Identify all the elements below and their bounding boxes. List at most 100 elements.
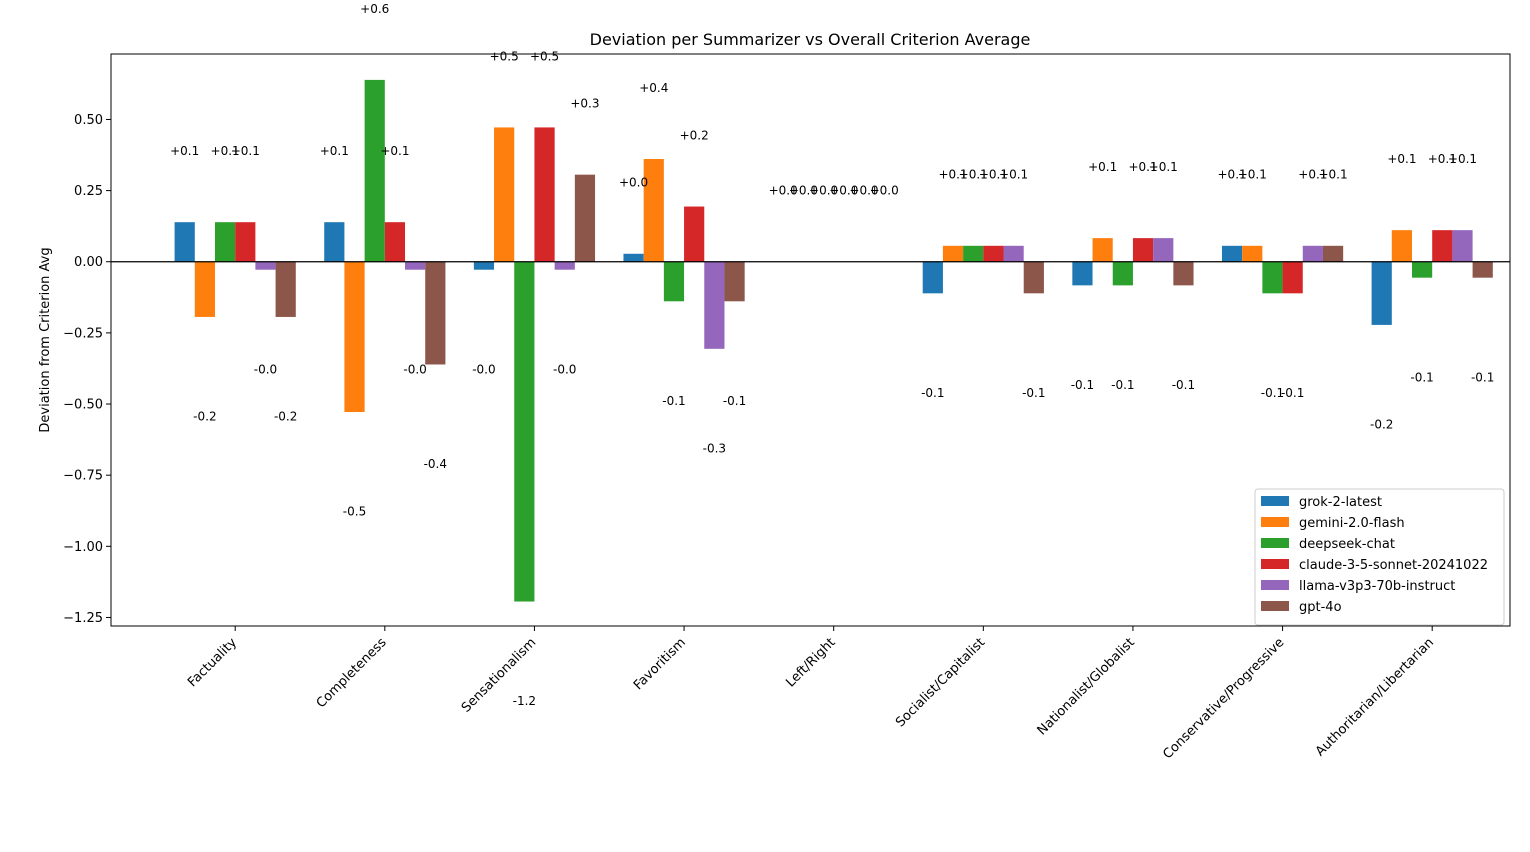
bar — [1472, 261, 1493, 278]
bar-value-label: +0.1 — [320, 144, 349, 158]
y-tick-label: −1.00 — [63, 540, 103, 555]
bar-value-label: +0.1 — [959, 168, 988, 182]
y-axis: 0.50 0.25 0.00 −0.25 −0.50 −0.75 −1.00 −1.25 — [63, 113, 111, 626]
bar-value-label: +0.1 — [1149, 160, 1178, 174]
bars-group — [174, 79, 1493, 602]
bar — [1302, 245, 1323, 262]
bar-value-label: -0.1 — [662, 394, 685, 408]
bar — [983, 245, 1004, 262]
legend-label: gemini-2.0-flash — [1299, 516, 1405, 531]
y-tick-label: 0.00 — [74, 255, 103, 270]
bar-value-label: +0.1 — [1428, 152, 1457, 166]
y-axis-label: Deviation from Criterion Avg — [38, 247, 53, 432]
bar-value-label: +0.4 — [639, 81, 668, 95]
bar-value-label: -0.0 — [254, 362, 277, 376]
bar — [364, 79, 385, 262]
y-tick-label: −0.25 — [63, 326, 103, 341]
bar — [1003, 245, 1024, 262]
y-tick-label: −1.25 — [63, 611, 103, 626]
legend-label: deepseek-chat — [1299, 537, 1395, 552]
value-labels-group: +0.1 +0.1-0.0+0.0+0.0-0.1-0.1+0.1-0.2-0.2… — [170, 2, 1494, 708]
x-tick-label: Nationalist/Globalist — [1035, 635, 1138, 738]
y-tick-label: 0.25 — [74, 184, 103, 199]
bar — [425, 261, 446, 365]
bar-value-label: +0.1 — [1238, 168, 1267, 182]
bar-value-label: -0.1 — [1471, 370, 1494, 384]
bar — [194, 261, 215, 317]
bar-value-label: +0.5 — [490, 49, 519, 63]
bar — [1132, 238, 1154, 262]
bar — [1452, 230, 1473, 262]
bar-value-label: +0.0 — [849, 184, 878, 198]
bar — [344, 261, 365, 412]
x-tick-label: Conservative/Progressive — [1160, 635, 1287, 762]
bar — [174, 222, 195, 262]
legend-swatch — [1261, 601, 1289, 611]
bar-value-label: -0.1 — [723, 394, 746, 408]
bar-value-label: -0.2 — [193, 410, 216, 424]
legend-box — [1254, 488, 1505, 626]
bar — [623, 253, 644, 262]
bar — [1072, 261, 1093, 286]
bar-value-label: -0.4 — [424, 457, 447, 471]
bar — [384, 222, 406, 262]
legend-swatch — [1261, 538, 1289, 548]
bar — [684, 206, 705, 262]
legend-swatch — [1261, 517, 1289, 527]
x-tick-label: Factuality — [185, 635, 240, 690]
x-tick-label: Left/Right — [783, 635, 838, 690]
bar-value-label: +0.1 — [211, 144, 240, 158]
bar — [1391, 230, 1412, 262]
y-tick-label: −0.50 — [63, 398, 103, 413]
bar — [275, 261, 296, 317]
bar-value-label: -0.0 — [403, 362, 426, 376]
bar — [514, 261, 535, 602]
bar-value-label: +0.0 — [789, 184, 818, 198]
legend-swatch — [1261, 580, 1289, 590]
bar-value-label: -0.0 — [553, 362, 576, 376]
x-axis: Factuality Completeness Sensationalism Favo… — [185, 626, 1437, 762]
bar-value-label: +0.1 — [380, 144, 409, 158]
bar — [1432, 230, 1453, 262]
bar-value-label: -0.1 — [1410, 370, 1433, 384]
legend-label: llama-v3p3-70b-instruct — [1299, 579, 1455, 594]
bar-value-label: +0.1 — [999, 168, 1028, 182]
bar-value-label: +0.1 — [938, 168, 967, 182]
bar-value-label: +0.0 — [829, 184, 858, 198]
bar-value-label: -0.1 — [1111, 378, 1134, 392]
bar-value-label: +0.1 — [1318, 168, 1347, 182]
bar-value-label: +0.6 — [360, 2, 389, 16]
bar-value-label: +0.1 — [170, 144, 199, 158]
bar-value-label: -0.1 — [921, 386, 944, 400]
bar-value-label: -0.2 — [1370, 418, 1393, 432]
x-tick-label: Socialist/Capitalist — [893, 635, 988, 730]
bar — [1153, 238, 1174, 262]
bar — [214, 222, 236, 262]
bar-value-label: +0.0 — [809, 184, 838, 198]
bar — [534, 127, 555, 262]
x-tick-label: Favoritism — [631, 635, 689, 693]
bar — [1112, 261, 1133, 286]
plot-frame — [110, 53, 1511, 627]
bar-value-label: +0.5 — [530, 49, 559, 63]
x-tick-label: Authoritarian/Libertarian — [1313, 635, 1437, 759]
bar — [1262, 261, 1283, 294]
bar-value-label: -0.5 — [343, 505, 366, 519]
bar — [643, 159, 664, 262]
legend-swatch — [1261, 559, 1289, 569]
chart-title: Deviation per Summarizer vs Overall Crit… — [590, 30, 1031, 49]
bar-value-label: +0.1 — [231, 144, 260, 158]
bar — [1242, 245, 1263, 262]
bar — [1173, 261, 1194, 286]
bar-value-label: +0.0 — [870, 184, 899, 198]
bar-value-label: +0.0 — [769, 184, 798, 198]
bar-value-label: +0.1 — [1387, 152, 1416, 166]
y-tick-label: 0.50 — [74, 113, 103, 128]
bar-value-label: +0.1 — [1218, 168, 1247, 182]
bar-value-label: -1.2 — [513, 694, 536, 708]
bar-value-label: -0.1 — [1172, 378, 1195, 392]
bar — [235, 222, 256, 262]
legend-label: claude-3-5-sonnet-20241022 — [1299, 558, 1488, 573]
bar — [554, 261, 575, 270]
